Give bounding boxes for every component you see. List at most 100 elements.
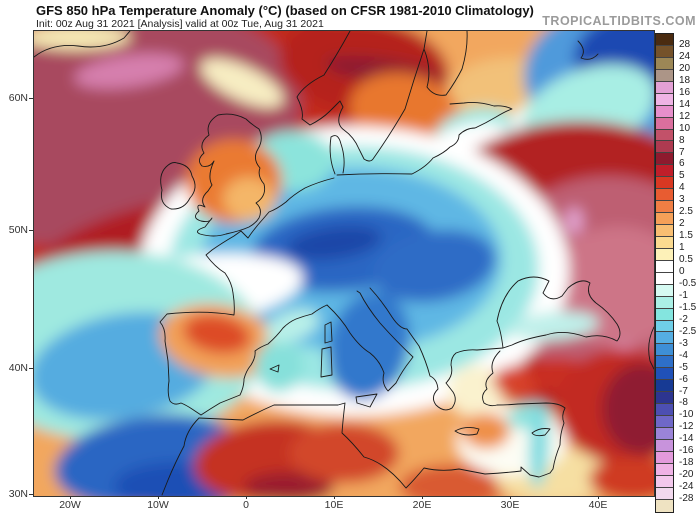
lon-tick-10W [158, 495, 159, 499]
anomaly-region-faroe-pale-band [200, 58, 284, 108]
page-title: GFS 850 hPa Temperature Anomaly (°C) (ba… [36, 3, 534, 18]
colorbar-label--7: -7 [679, 385, 688, 397]
colorbar-segment-18 [656, 248, 673, 261]
colorbar-segment-30 [656, 392, 673, 405]
colorbar-label-20: 20 [679, 62, 691, 74]
colorbar-label-24: 24 [679, 50, 691, 62]
colorbar-segment-15 [656, 213, 673, 225]
anomaly-region-england-light-orange [223, 177, 275, 221]
coastline-denmark [329, 135, 345, 175]
colorbar-label--2: -2 [679, 313, 688, 325]
coastline-great-britain [195, 113, 266, 237]
colorbar-segment-5 [656, 93, 673, 106]
colorbar-segment-1 [656, 45, 673, 58]
colorbar-label--1.5: -1.5 [679, 301, 697, 313]
colorbar-label--1: -1 [679, 289, 688, 301]
anomaly-region-alps-deep-blue [286, 225, 382, 261]
lat-tick-30N [29, 494, 33, 495]
colorbar-segment-32 [656, 416, 673, 428]
colorbar-label-4: 4 [679, 182, 685, 194]
colorbar-label--6: -6 [679, 373, 688, 385]
temperature-anomaly-colorbar [655, 33, 674, 513]
coastline-turkey [482, 350, 566, 409]
colorbar-label--20: -20 [679, 469, 694, 481]
coastline-atlantic-europe [159, 177, 335, 416]
colorbar-segment-19 [656, 260, 673, 273]
anomaly-region-libya-red [399, 464, 509, 496]
init-valid-line: Init: 00z Aug 31 2021 [Analysis] valid a… [36, 18, 324, 30]
colorbar-label-5: 5 [679, 170, 685, 182]
colorbar-label--10: -10 [679, 409, 694, 421]
lon-tick-10E [334, 495, 335, 499]
colorbar-label--0.5: -0.5 [679, 277, 697, 289]
colorbar-segment-0 [656, 34, 673, 46]
colorbar-segment-35 [656, 451, 673, 464]
anomaly-map-canvas [33, 30, 655, 497]
coastline-mallorca [269, 364, 280, 373]
colorbar-label--12: -12 [679, 421, 694, 433]
colorbar-segment-27 [656, 356, 673, 369]
coastline-ireland [160, 162, 196, 210]
lon-tick-20W [70, 495, 71, 499]
lon-label-40E: 40E [588, 499, 608, 511]
anomaly-region-spain-red-patch [183, 314, 251, 354]
colorbar-segment-13 [656, 189, 673, 202]
colorbar-segment-20 [656, 272, 673, 285]
colorbar-label-10: 10 [679, 122, 691, 134]
colorbar-segment-38 [656, 487, 673, 500]
colorbar-label--2.5: -2.5 [679, 325, 697, 337]
anomaly-region-balkans-blue [372, 229, 496, 303]
tropicaltidbits-watermark: TROPICALTIDBITS.COM [542, 14, 696, 28]
coastline-scandinavia [296, 31, 428, 162]
lat-label-40N: 40N [8, 362, 28, 374]
colorbar-label--18: -18 [679, 457, 694, 469]
colorbar-segment-23 [656, 308, 673, 321]
colorbar-label-12: 12 [679, 110, 691, 122]
lon-tick-40E [598, 495, 599, 499]
lon-tick-0 [246, 495, 247, 499]
anomaly-region-levant-cyan [528, 404, 550, 488]
lat-label-60N: 60N [8, 92, 28, 104]
colorbar-label-0: 0 [679, 266, 685, 277]
colorbar-segment-34 [656, 439, 673, 452]
colorbar-label-7: 7 [679, 146, 685, 158]
colorbar-segment-37 [656, 475, 673, 488]
colorbar-segment-25 [656, 332, 673, 345]
lon-label-30E: 30E [500, 499, 520, 511]
coastline-caspian-edge [648, 326, 654, 370]
coastline-sicily [355, 393, 378, 408]
colorbar-segment-3 [656, 69, 673, 82]
coastline-white-sea [577, 40, 599, 60]
coastline-north-africa [198, 402, 551, 489]
colorbar-segment-21 [656, 284, 673, 297]
colorbar-segment-36 [656, 463, 673, 476]
colorbar-segment-33 [656, 427, 673, 440]
colorbar-segment-31 [656, 404, 673, 416]
coastline-cyprus [531, 428, 551, 437]
coastline-crete [454, 426, 480, 436]
coastline-gulf-of-bothnia [423, 31, 468, 96]
colorbar-label--24: -24 [679, 481, 694, 493]
coastline-morocco-atlantic [161, 417, 200, 496]
colorbar-segment-14 [656, 201, 673, 214]
anomaly-region-gulf-of-lion-cyan [265, 308, 319, 344]
coastline-corsica [324, 321, 333, 344]
colorbar-label-18: 18 [679, 74, 691, 86]
colorbar-segment-29 [656, 380, 673, 393]
colorbar-label--3: -3 [679, 337, 688, 349]
colorbar-segment-8 [656, 129, 673, 142]
coastline-black-sea [496, 276, 621, 349]
lat-label-50N: 50N [8, 224, 28, 236]
colorbar-label-2.5: 2.5 [679, 206, 693, 218]
lon-label-10W: 10W [147, 499, 169, 511]
lat-tick-60N [29, 98, 33, 99]
anomaly-region-algeria-red [289, 423, 399, 483]
colorbar-label-1: 1 [679, 242, 685, 254]
colorbar-segment-10 [656, 153, 673, 166]
anomaly-region-south-italy-blue [327, 291, 411, 401]
colorbar-segment-26 [656, 344, 673, 357]
colorbar-label-14: 14 [679, 98, 691, 110]
coastline-balkans-greece [369, 287, 504, 411]
lon-label-10E: 10E [324, 499, 344, 511]
